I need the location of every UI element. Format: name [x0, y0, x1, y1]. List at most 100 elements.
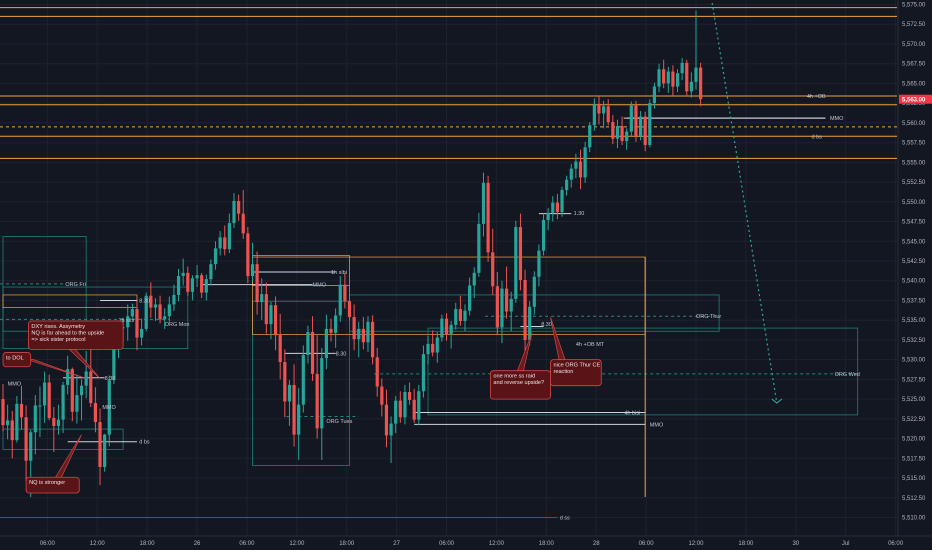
- candle-body[interactable]: [223, 237, 227, 250]
- candle-body[interactable]: [417, 391, 421, 420]
- candles[interactable]: [1, 10, 703, 497]
- candle-body[interactable]: [112, 349, 116, 381]
- candle-body[interactable]: [384, 404, 389, 436]
- candle-body[interactable]: [75, 395, 79, 412]
- candle-body[interactable]: [491, 252, 495, 287]
- candle-body[interactable]: [504, 288, 509, 312]
- candle-body[interactable]: [500, 288, 504, 328]
- candle-body[interactable]: [56, 419, 61, 426]
- candle-body[interactable]: [176, 275, 181, 295]
- candle-body[interactable]: [689, 81, 693, 92]
- candle-body[interactable]: [255, 264, 259, 303]
- candle-body[interactable]: [269, 305, 273, 325]
- candle-body[interactable]: [602, 106, 606, 114]
- candle-body[interactable]: [380, 386, 384, 405]
- candle-body[interactable]: [611, 122, 615, 139]
- candle-body[interactable]: [357, 328, 361, 340]
- candle-body[interactable]: [366, 321, 370, 343]
- candle-body[interactable]: [518, 227, 523, 280]
- candle-body[interactable]: [130, 309, 134, 317]
- candle-body[interactable]: [389, 423, 393, 436]
- candle-body[interactable]: [495, 286, 499, 328]
- candle-body[interactable]: [403, 392, 407, 418]
- candle-body[interactable]: [297, 404, 301, 435]
- candle-body[interactable]: [347, 301, 352, 318]
- candle-body[interactable]: [126, 316, 130, 328]
- candle-body[interactable]: [444, 318, 449, 335]
- candle-body[interactable]: [449, 324, 453, 335]
- candle-body[interactable]: [629, 105, 633, 132]
- candle-body[interactable]: [648, 103, 652, 145]
- candle-body[interactable]: [324, 328, 328, 359]
- candle-body[interactable]: [79, 385, 84, 396]
- candle-body[interactable]: [250, 264, 255, 276]
- candle-body[interactable]: [61, 384, 65, 420]
- candle-body[interactable]: [329, 328, 333, 333]
- candle-body[interactable]: [371, 321, 375, 358]
- candle-body[interactable]: [523, 279, 527, 340]
- candle-body[interactable]: [283, 362, 287, 402]
- candle-body[interactable]: [15, 403, 19, 441]
- candle-body[interactable]: [140, 328, 144, 338]
- candle-body[interactable]: [578, 161, 583, 178]
- candle-body[interactable]: [209, 264, 213, 280]
- candle-body[interactable]: [103, 434, 107, 467]
- candle-body[interactable]: [163, 316, 167, 320]
- candle-body[interactable]: [638, 116, 643, 136]
- candle-body[interactable]: [625, 131, 629, 142]
- candle-body[interactable]: [509, 298, 513, 312]
- candle-body[interactable]: [680, 62, 684, 74]
- candle-body[interactable]: [592, 103, 596, 126]
- candle-body[interactable]: [33, 405, 37, 433]
- candle-body[interactable]: [398, 400, 402, 418]
- candle-body[interactable]: [426, 343, 430, 355]
- candle-body[interactable]: [135, 309, 139, 338]
- candle-body[interactable]: [435, 337, 439, 353]
- candle-body[interactable]: [1, 399, 5, 426]
- candle-body[interactable]: [569, 168, 573, 180]
- candle-body[interactable]: [167, 304, 171, 317]
- candle-body[interactable]: [273, 305, 278, 336]
- candle-body[interactable]: [657, 69, 661, 87]
- candle-body[interactable]: [537, 250, 541, 277]
- candle-body[interactable]: [666, 71, 670, 84]
- candle-body[interactable]: [278, 335, 282, 363]
- candle-body[interactable]: [468, 285, 472, 311]
- candle-body[interactable]: [6, 420, 10, 426]
- candle-body[interactable]: [334, 315, 338, 333]
- candle-body[interactable]: [694, 67, 698, 82]
- candle-body[interactable]: [565, 179, 569, 190]
- candle-body[interactable]: [241, 213, 245, 234]
- candle-body[interactable]: [541, 219, 546, 251]
- candle-body[interactable]: [227, 223, 231, 250]
- candle-body[interactable]: [315, 373, 319, 429]
- candle-body[interactable]: [699, 67, 703, 100]
- candle-body[interactable]: [107, 380, 111, 435]
- candle-body[interactable]: [66, 369, 70, 385]
- time-axis-panel[interactable]: [0, 536, 932, 550]
- candle-body[interactable]: [620, 126, 624, 142]
- candle-body[interactable]: [89, 371, 93, 404]
- candle-body[interactable]: [528, 306, 532, 340]
- candle-body[interactable]: [47, 382, 51, 419]
- candle-body[interactable]: [574, 161, 578, 169]
- candle-body[interactable]: [98, 422, 102, 467]
- candle-body[interactable]: [186, 272, 190, 292]
- candle-body[interactable]: [555, 202, 559, 213]
- candle-body[interactable]: [560, 189, 564, 213]
- candle-body[interactable]: [195, 275, 199, 279]
- candle-body[interactable]: [454, 309, 458, 325]
- candle-body[interactable]: [19, 403, 24, 418]
- candle-body[interactable]: [634, 105, 638, 136]
- candle-body[interactable]: [514, 227, 518, 299]
- candle-body[interactable]: [421, 354, 426, 392]
- candle-body[interactable]: [24, 417, 28, 461]
- candle-body[interactable]: [671, 71, 675, 87]
- candle-body[interactable]: [218, 237, 222, 249]
- candle-body[interactable]: [615, 126, 620, 139]
- candle-body[interactable]: [264, 294, 268, 325]
- candle-body[interactable]: [260, 294, 264, 303]
- candle-body[interactable]: [375, 357, 379, 387]
- candle-body[interactable]: [52, 418, 56, 426]
